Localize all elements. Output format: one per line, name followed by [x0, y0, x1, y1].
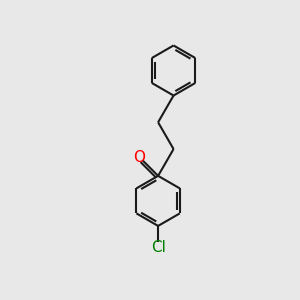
Text: O: O	[133, 150, 145, 165]
Text: Cl: Cl	[151, 241, 166, 256]
